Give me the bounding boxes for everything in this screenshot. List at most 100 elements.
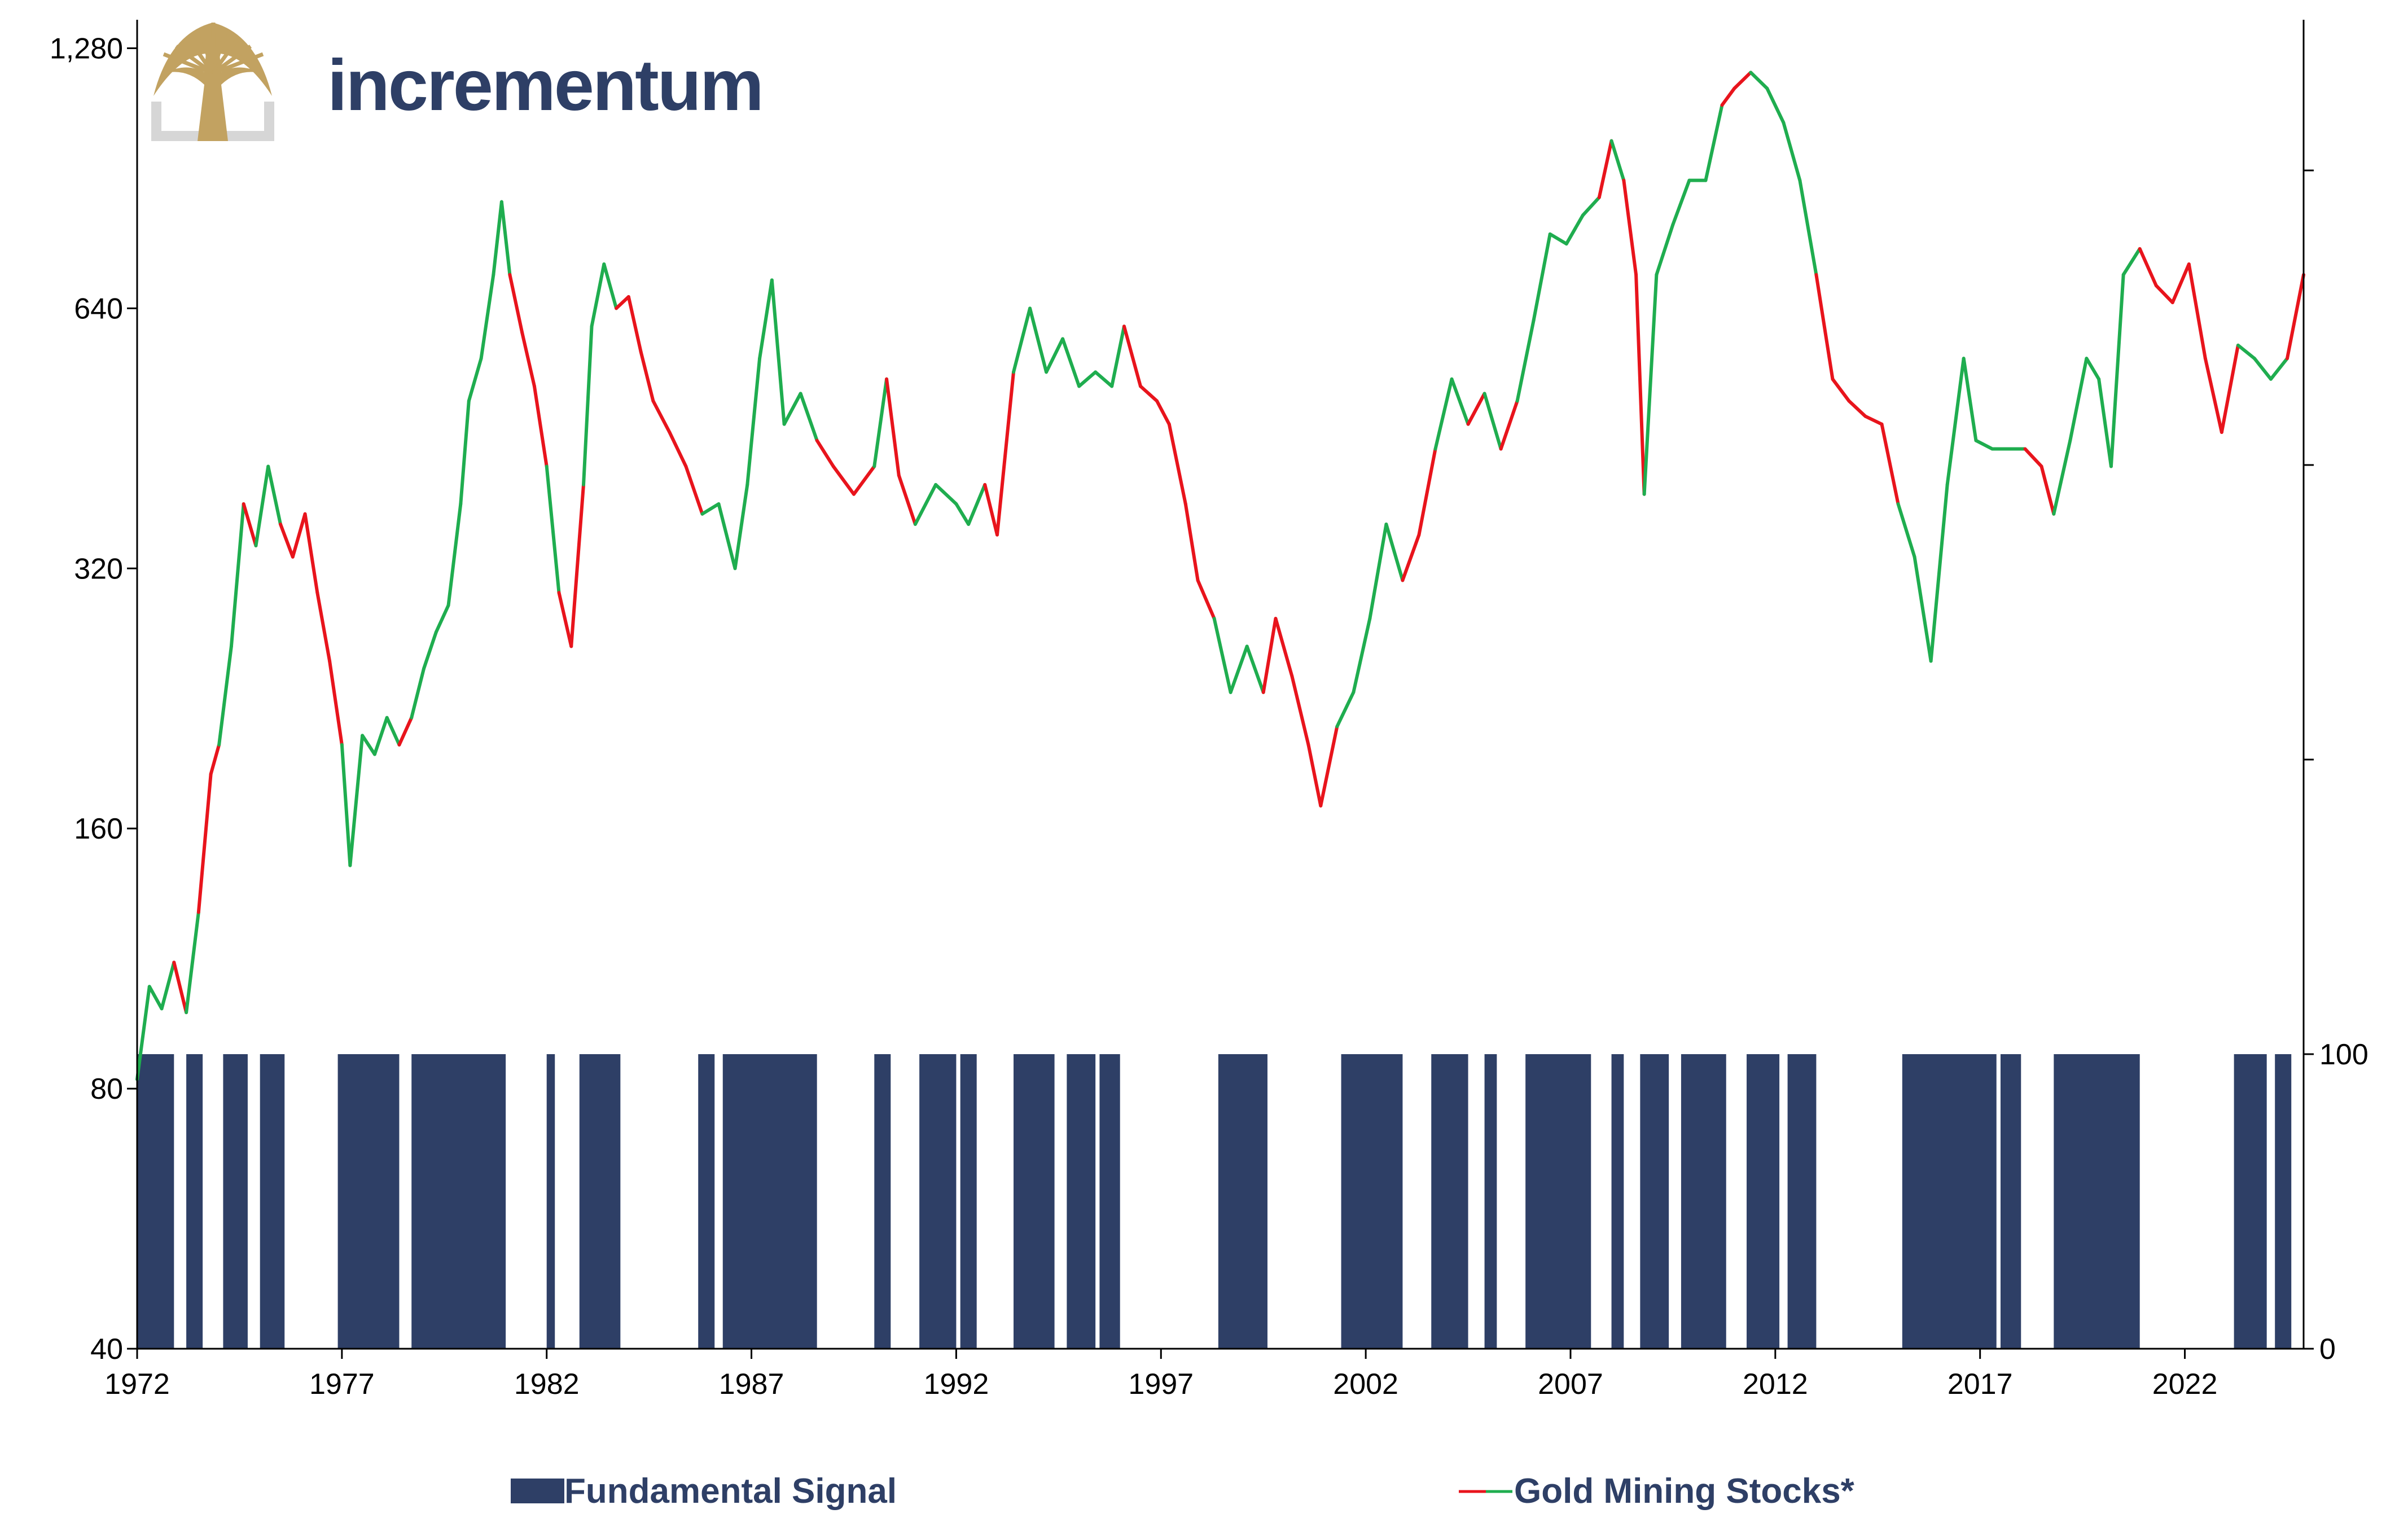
line-segment (160, 960, 176, 1011)
line-segment (1564, 213, 1585, 246)
signal-bar (2000, 1054, 2021, 1349)
line-segment (1155, 399, 1171, 426)
line-segment (291, 512, 307, 559)
line-segment (2068, 357, 2089, 442)
line-segment (831, 464, 856, 496)
line-segment (582, 324, 594, 486)
line-segment (410, 666, 426, 720)
line-segment (2052, 438, 2072, 516)
line-segment (1609, 139, 1626, 182)
signal-bar (1431, 1054, 1468, 1349)
line-segment (995, 370, 1016, 537)
left-tick-label: 80 (90, 1073, 123, 1106)
line-segment (1765, 86, 1786, 125)
line-segment (508, 273, 524, 335)
line-segment (172, 960, 188, 1015)
legend-label-signal: Fundamental Signal (564, 1472, 897, 1511)
left-tick-label: 40 (90, 1333, 123, 1366)
line-segment (1028, 306, 1049, 374)
logo-crown (153, 23, 272, 96)
right-tick-label: 100 (2319, 1038, 2368, 1071)
line-segment (1671, 178, 1691, 226)
line-segment (615, 295, 630, 310)
line-segment (2121, 247, 2142, 277)
line-segment (897, 473, 917, 526)
line-segment (434, 603, 450, 634)
line-segment (1245, 644, 1265, 694)
line-segment (1532, 232, 1552, 322)
line-segment (532, 384, 549, 468)
line-segment (372, 716, 389, 756)
line-segment (2085, 357, 2101, 381)
line-segment (278, 522, 295, 559)
line-segment (1110, 324, 1126, 388)
line-segment (397, 716, 414, 747)
line-segment (1782, 121, 1802, 182)
line-segment (1319, 725, 1339, 808)
left-tick-label: 640 (74, 292, 123, 325)
line-segment (1401, 533, 1421, 582)
line-segment (520, 331, 536, 388)
signal-bar (186, 1054, 203, 1349)
signal-bar (260, 1054, 285, 1349)
signal-bar (1747, 1054, 1780, 1349)
signal-bar (1218, 1054, 1267, 1349)
line-segment (446, 502, 463, 607)
tree-logo-icon (151, 22, 274, 141)
legend-swatch-signal (511, 1479, 564, 1503)
line-segment (209, 743, 221, 776)
line-segment (459, 399, 471, 506)
line-segment (733, 482, 749, 571)
line-segment (315, 591, 332, 663)
line-segment (1482, 392, 1503, 451)
legend: Fundamental Signal Gold Mining Stocks* (511, 1472, 1855, 1511)
line-segment (885, 377, 901, 477)
line-segment (1122, 324, 1142, 388)
line-segment (1450, 377, 1470, 426)
line-segment (1061, 337, 1081, 388)
line-segment (1880, 422, 1900, 506)
line-segment (2220, 343, 2240, 434)
line-segment (1417, 447, 1437, 537)
signal-bar (579, 1054, 621, 1349)
line-segment (1798, 178, 1818, 277)
legend-label-stocks: Gold Mining Stocks* (1514, 1472, 1855, 1511)
signal-bar (223, 1054, 248, 1349)
line-segment (954, 502, 971, 526)
line-segment (1704, 103, 1724, 182)
line-segment (1945, 357, 1966, 486)
line-segment (1732, 71, 1753, 90)
signal-bar (1611, 1054, 1624, 1349)
line-segment (1749, 71, 1769, 90)
line-segment (1913, 555, 1933, 663)
x-tick-label: 1987 (719, 1368, 784, 1401)
line-segment (1306, 743, 1323, 808)
line-segment (967, 482, 987, 526)
line-segment (569, 482, 586, 648)
signal-bar (411, 1054, 506, 1349)
line-segment (815, 438, 835, 468)
line-segment (1167, 422, 1187, 506)
signal-bar (1341, 1054, 1403, 1349)
line-segment (1045, 337, 1065, 374)
line-segment (700, 502, 721, 516)
line-segment (1831, 377, 1851, 403)
line-segment (1634, 273, 1646, 496)
x-tick-label: 1997 (1128, 1368, 1194, 1401)
line-segment (1814, 273, 1835, 381)
line-segment (852, 464, 876, 496)
line-segment (1720, 86, 1736, 107)
line-segment (2203, 357, 2223, 434)
line-segment (626, 295, 643, 354)
line-segment (1433, 377, 1454, 451)
signal-bar (1099, 1054, 1120, 1349)
left-tick-label: 1,280 (50, 32, 123, 65)
line-segment (1515, 318, 1536, 403)
line-segment (217, 644, 233, 747)
logo-branch (187, 37, 214, 74)
x-tick-label: 2007 (1538, 1368, 1603, 1401)
x-tick-label: 2017 (1948, 1368, 2013, 1401)
signal-bar (1681, 1054, 1726, 1349)
line-segment (770, 278, 786, 426)
